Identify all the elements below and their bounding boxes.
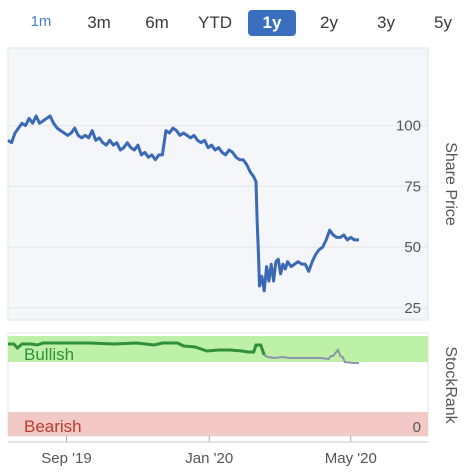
rank-y-tick-label: 0 (413, 419, 421, 436)
price-y-tick-label: 50 (404, 239, 421, 256)
range-5y-button[interactable]: 5y (434, 13, 452, 32)
x-tick-label: Jan '20 (185, 450, 233, 467)
bullish-label: Bullish (24, 345, 74, 364)
price-plot-area (7, 47, 429, 321)
bearish-band (8, 412, 428, 436)
range-1y-button[interactable]: 1y (248, 10, 296, 36)
range-ytd-button[interactable]: YTD (198, 13, 232, 32)
price-y-tick-label: 25 (404, 300, 421, 317)
price-axis-label: Share Price (442, 142, 459, 226)
rank-panel: Bullish Bearish 0 StockRank (7, 332, 459, 437)
rank-axis-label: StockRank (442, 346, 459, 424)
bearish-label: Bearish (24, 417, 82, 436)
price-panel: 25 50 75 100 Share Price (7, 47, 459, 321)
x-tick-label: Sep '19 (41, 450, 91, 467)
x-axis: Sep '19 Jan '20 May '20 (8, 436, 428, 467)
range-2y-button[interactable]: 2y (320, 13, 338, 32)
rank-series-line (8, 341, 266, 356)
range-6m-button[interactable]: 6m (145, 13, 169, 32)
range-3m-button[interactable]: 3m (87, 13, 111, 32)
price-y-tick-label: 75 (404, 178, 421, 195)
range-1m-button[interactable]: 1m (30, 13, 52, 30)
price-series-line (7, 114, 359, 293)
price-y-tick-label: 100 (396, 118, 421, 135)
range-3y-button[interactable]: 3y (377, 13, 395, 32)
range-selector: 1m 3m 6m YTD 1y 2y 3y 5y (0, 0, 471, 44)
rank-series-line-recent (263, 348, 359, 364)
x-tick-label: May '20 (325, 450, 377, 467)
